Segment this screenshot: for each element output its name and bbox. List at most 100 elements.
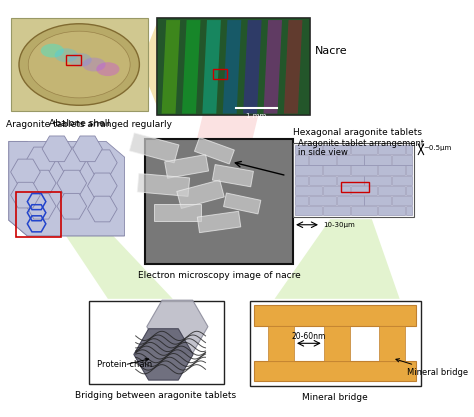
Bar [365, 196, 392, 205]
Bar [392, 155, 412, 165]
Bar [351, 186, 377, 195]
Bar [295, 186, 322, 195]
Bar [268, 326, 294, 361]
Bar [392, 196, 412, 205]
Polygon shape [224, 193, 261, 214]
Polygon shape [27, 147, 56, 173]
Polygon shape [202, 20, 221, 113]
Ellipse shape [69, 53, 91, 67]
Ellipse shape [55, 48, 78, 62]
Bar [365, 176, 392, 185]
Text: Bridging between aragonite tablets: Bridging between aragonite tablets [75, 392, 237, 400]
Polygon shape [9, 220, 125, 236]
Bar [295, 206, 322, 216]
Bar [337, 176, 364, 185]
Polygon shape [182, 20, 201, 113]
Text: Aragonite tablet arrangement: Aragonite tablet arrangement [298, 138, 424, 148]
Polygon shape [194, 137, 234, 164]
Polygon shape [57, 193, 87, 219]
Bar [378, 145, 405, 154]
Bar [379, 326, 405, 361]
Bar [323, 166, 350, 175]
Bar [309, 176, 336, 185]
Bar [295, 155, 308, 165]
Bar [157, 18, 310, 116]
Polygon shape [10, 182, 40, 208]
Bar [10, 18, 148, 111]
Polygon shape [154, 204, 201, 221]
Bar [406, 166, 412, 175]
Polygon shape [243, 20, 262, 113]
Text: Abalone shell: Abalone shell [49, 119, 109, 128]
Bar [351, 166, 377, 175]
Polygon shape [212, 165, 254, 187]
Bar [90, 301, 224, 384]
Bar [323, 145, 350, 154]
Polygon shape [197, 211, 241, 233]
Text: Mineral bridge: Mineral bridge [302, 393, 368, 402]
Ellipse shape [41, 44, 64, 58]
Bar [295, 166, 322, 175]
Bar [351, 206, 377, 216]
Polygon shape [88, 196, 117, 222]
Bar [406, 145, 412, 154]
Polygon shape [196, 67, 270, 143]
Bar [323, 186, 350, 195]
Bar [341, 182, 369, 192]
Text: Mineral bridge: Mineral bridge [396, 359, 468, 377]
Text: 20-60nm: 20-60nm [292, 332, 326, 341]
Bar [378, 166, 405, 175]
Bar [378, 186, 405, 195]
Polygon shape [9, 141, 125, 236]
Bar [337, 155, 364, 165]
Bar [16, 192, 61, 237]
Polygon shape [52, 216, 173, 299]
Polygon shape [27, 170, 56, 196]
Ellipse shape [19, 24, 139, 105]
Bar [295, 176, 308, 185]
Polygon shape [264, 20, 282, 113]
Text: Aragonite tablets arranged regularly: Aragonite tablets arranged regularly [6, 121, 172, 129]
Polygon shape [57, 170, 87, 196]
Ellipse shape [28, 31, 130, 98]
Bar [351, 145, 377, 154]
Polygon shape [9, 141, 27, 236]
Polygon shape [177, 180, 224, 208]
Polygon shape [274, 219, 400, 299]
Text: Electron microscopy image of nacre: Electron microscopy image of nacre [137, 271, 301, 280]
Bar [323, 206, 350, 216]
Bar [378, 206, 405, 216]
Polygon shape [134, 329, 193, 380]
Bar [295, 196, 308, 205]
Polygon shape [57, 147, 87, 173]
Text: 1 mm: 1 mm [246, 113, 266, 119]
Polygon shape [129, 133, 179, 163]
Bar [337, 196, 364, 205]
Bar [309, 155, 336, 165]
Polygon shape [137, 173, 190, 196]
Polygon shape [10, 159, 40, 185]
Bar [293, 143, 413, 217]
Bar [392, 176, 412, 185]
Polygon shape [284, 20, 302, 113]
Polygon shape [27, 193, 56, 219]
Text: 10-30μm: 10-30μm [323, 222, 355, 228]
Polygon shape [148, 23, 157, 106]
Bar [309, 196, 336, 205]
Text: Nacre: Nacre [314, 45, 347, 55]
Bar [254, 361, 416, 381]
Text: in side view: in side view [298, 148, 347, 157]
Bar [324, 326, 350, 361]
Ellipse shape [82, 58, 106, 71]
Polygon shape [42, 136, 72, 162]
Bar [145, 138, 293, 264]
Text: Protein chain: Protein chain [97, 358, 152, 369]
Text: Hexagonal aragonite tablets: Hexagonal aragonite tablets [293, 128, 422, 138]
Polygon shape [162, 20, 180, 113]
Bar [157, 18, 310, 116]
Polygon shape [223, 20, 241, 113]
Bar [406, 186, 412, 195]
Bar [66, 55, 81, 65]
Polygon shape [164, 155, 209, 178]
Bar [212, 69, 228, 79]
